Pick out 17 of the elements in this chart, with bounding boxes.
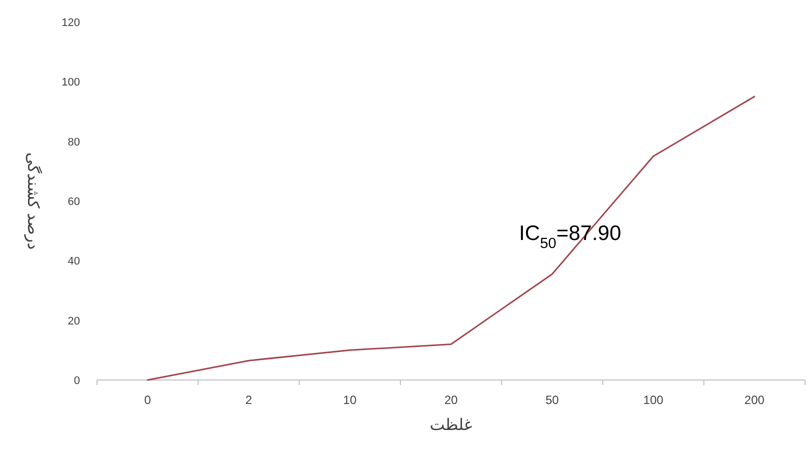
y-tick-label: 120: [62, 17, 80, 29]
x-axis-title: غلظت: [430, 417, 472, 434]
y-tick-label: 20: [68, 315, 80, 328]
line-series: [146, 96, 756, 381]
x-tick-label: 2: [245, 393, 252, 407]
y-tick-label: 40: [68, 256, 80, 268]
x-tick-label: 0: [144, 393, 152, 407]
x-tick-label: 50: [545, 393, 560, 407]
y-tick-label: 60: [68, 196, 80, 208]
y-tick-label: 80: [68, 136, 80, 148]
y-axis-title: درصد کشندگی: [24, 152, 43, 250]
x-tick-label: 10: [343, 393, 357, 407]
x-tick-label: 200: [744, 393, 765, 407]
y-tick-label: 0: [74, 375, 80, 387]
x-tick-label: 100: [643, 393, 664, 407]
y-tick-label: 100: [62, 76, 80, 89]
x-tick-label: 20: [444, 393, 458, 407]
